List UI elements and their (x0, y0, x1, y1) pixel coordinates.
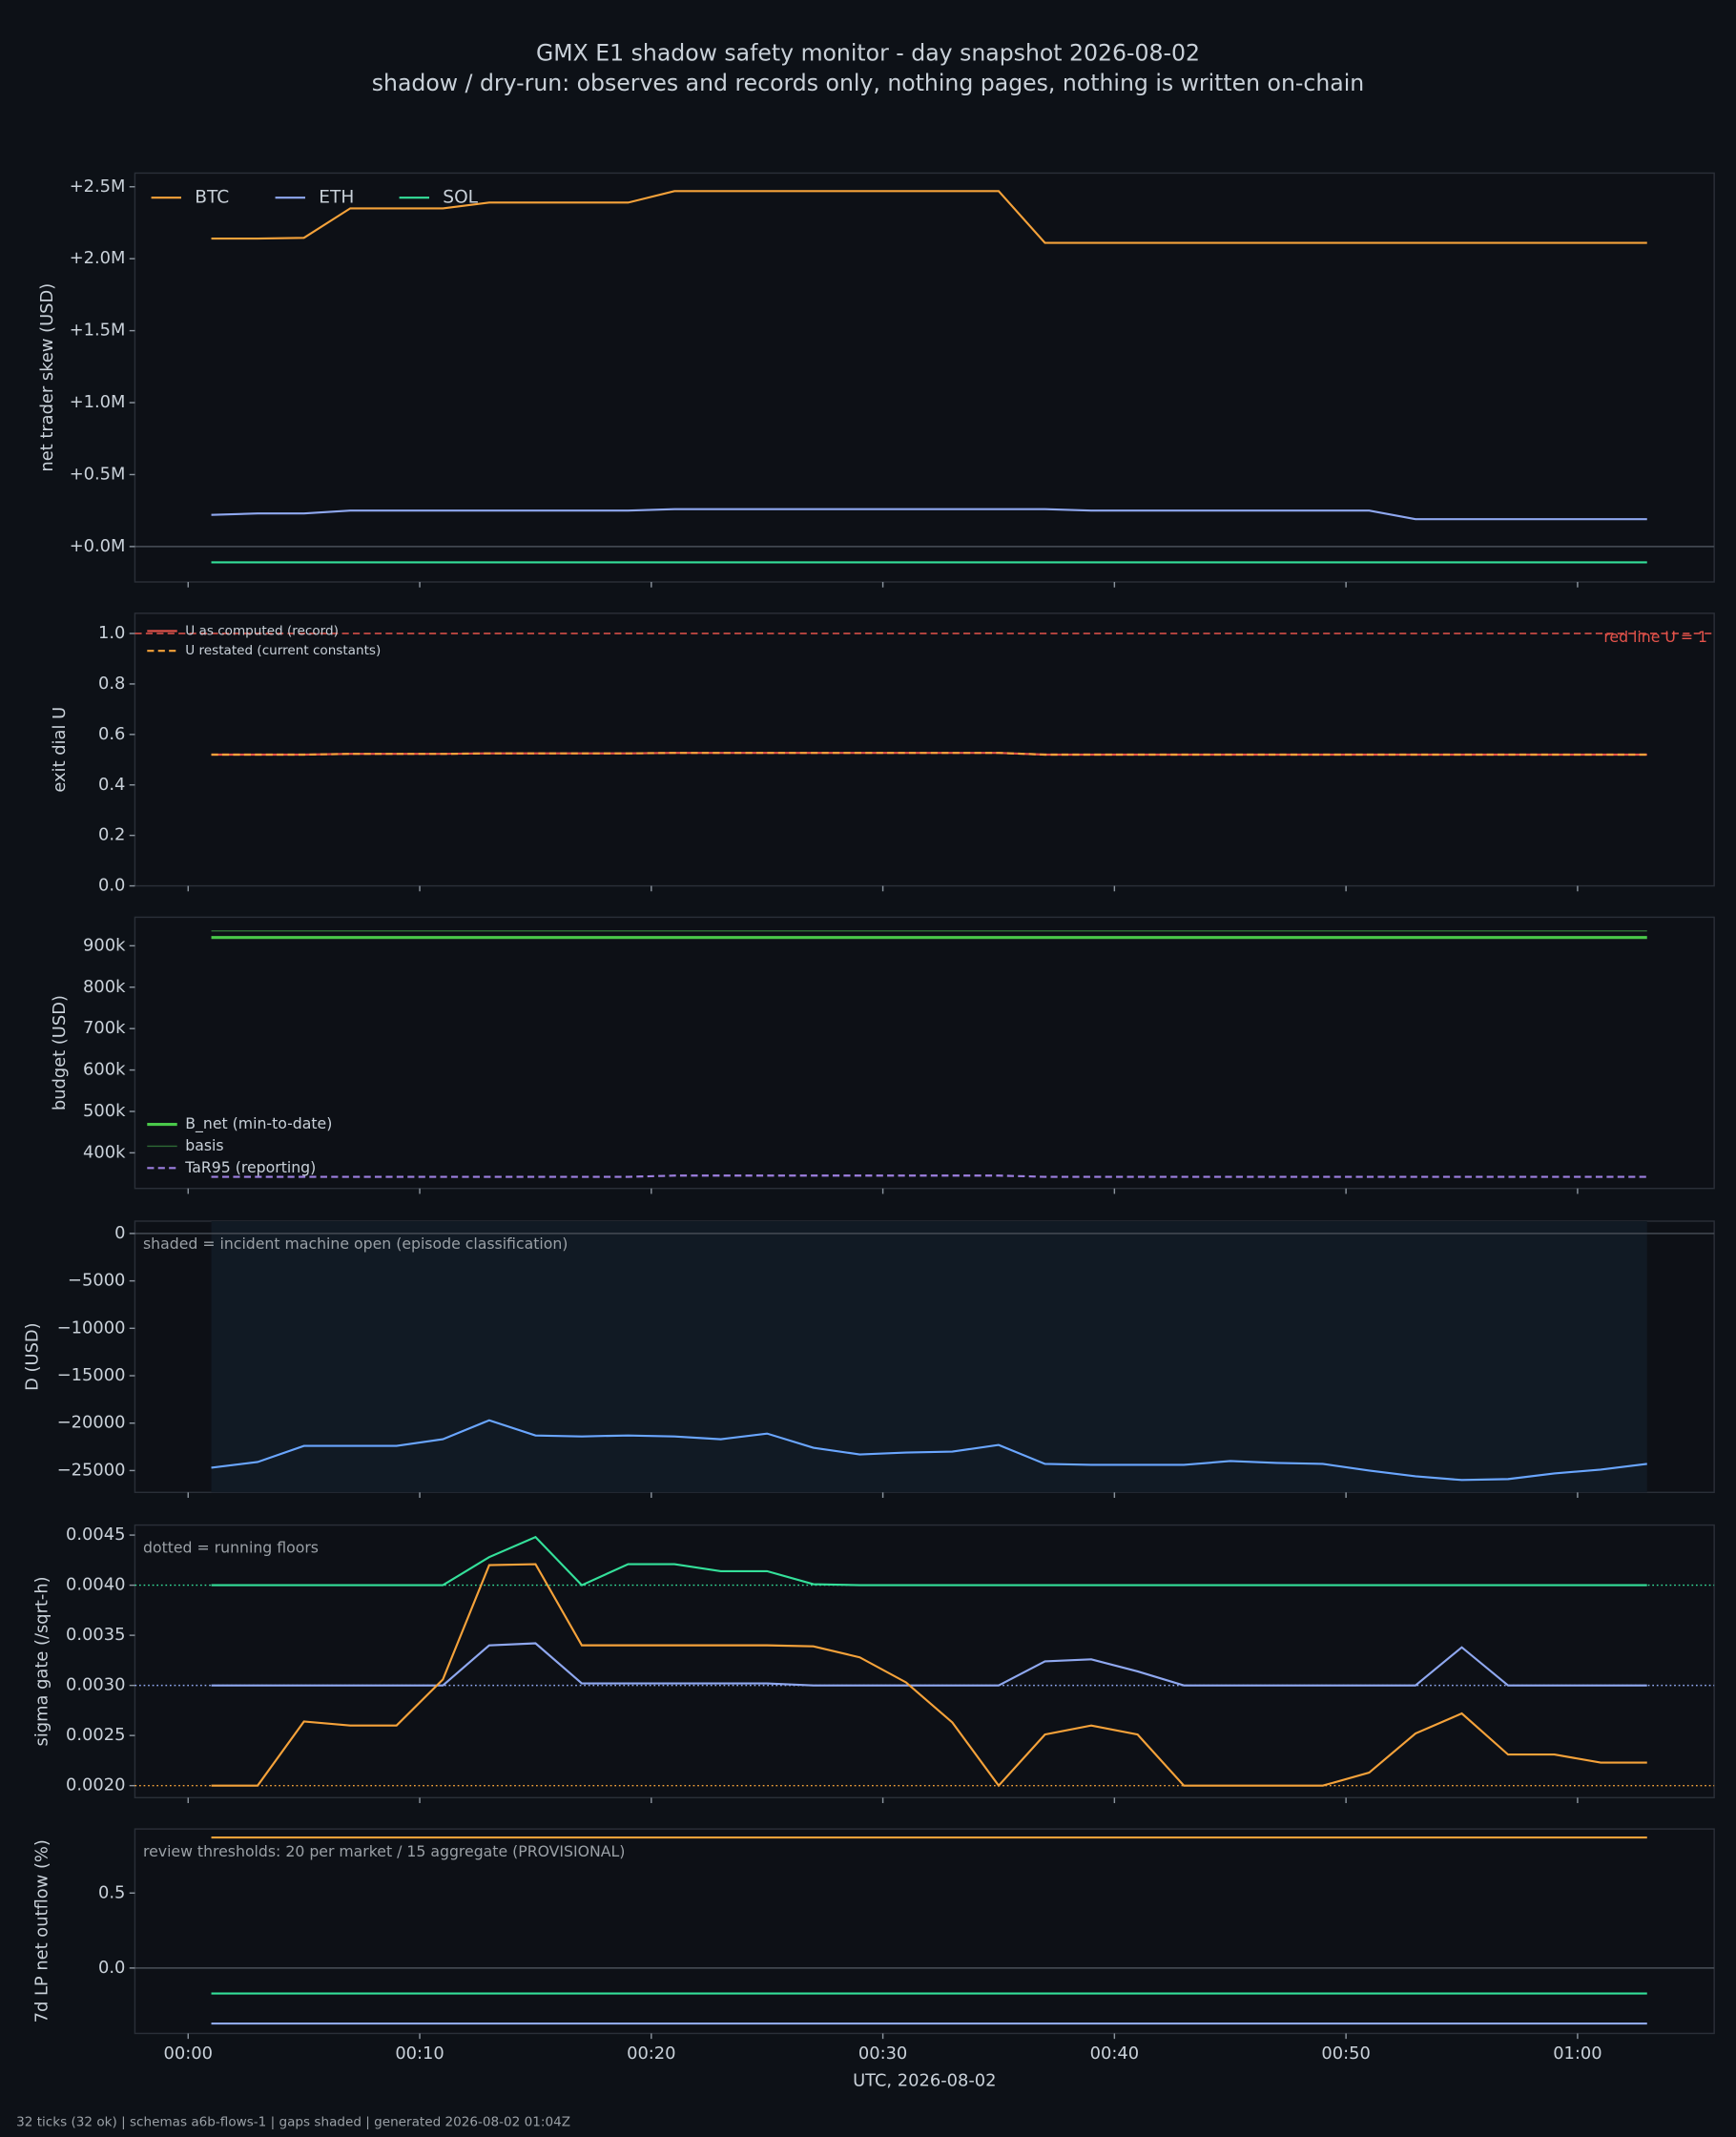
shaded-region (211, 1221, 1647, 1493)
y-tick-label: 0.0 (98, 1958, 125, 1978)
annotation: review thresholds: 20 per market / 15 ag… (143, 1842, 625, 1860)
y-tick-label: +2.5M (70, 176, 126, 197)
y-tick-label: 900k (83, 935, 126, 955)
x-tick-label: 01:00 (1553, 2044, 1602, 2064)
series-line (211, 190, 1647, 244)
y-tick-label: 0 (114, 1223, 125, 1243)
series-line (211, 1642, 1647, 1687)
y-tick-label: +2.0M (70, 248, 126, 268)
y-tick-label: 0.0025 (66, 1725, 125, 1745)
series-line (211, 1563, 1647, 1788)
legend-label: basis (185, 1136, 223, 1154)
y-tick-label: +1.5M (70, 321, 126, 341)
y-axis-label: net trader skew (USD) (37, 283, 57, 472)
y-axis-label: sigma gate (/sqrt-h) (31, 1576, 52, 1746)
y-tick-label: 500k (83, 1101, 126, 1121)
legend-label: SOL (443, 188, 478, 208)
y-tick-label: 0.2 (98, 825, 125, 845)
x-tick-label: 00:20 (627, 2044, 675, 2064)
y-tick-label: 0.5 (98, 1882, 125, 1902)
y-tick-label: 0.0040 (66, 1575, 125, 1595)
y-tick-label: +0.5M (70, 464, 126, 484)
y-axis-label: exit dial U (50, 707, 70, 793)
legend-label: U as computed (record) (185, 623, 339, 638)
series-line (211, 1419, 1647, 1482)
y-tick-label: +0.0M (70, 536, 126, 556)
legend-label: U restated (current constants) (185, 643, 381, 658)
panel (134, 172, 1715, 583)
series-line (211, 752, 1647, 757)
y-tick-label: 0.0045 (66, 1525, 125, 1545)
footer: 32 ticks (32 ok) | schemas a6b-flows-1 |… (16, 2114, 570, 2129)
y-tick-label: 0.0 (98, 876, 125, 896)
y-tick-label: 700k (83, 1018, 126, 1038)
y-tick-label: 400k (83, 1142, 126, 1162)
panel (134, 612, 1715, 887)
y-tick-label: −10000 (57, 1317, 126, 1338)
y-tick-label: −20000 (57, 1413, 126, 1433)
y-tick-label: 0.6 (98, 724, 125, 744)
legend-label: ETH (319, 188, 354, 208)
y-tick-label: −25000 (57, 1460, 126, 1480)
y-tick-label: 0.8 (98, 674, 125, 694)
x-tick-label: 00:40 (1090, 2044, 1139, 2064)
figure-subtitle: shadow / dry-run: observes and records o… (372, 70, 1364, 96)
annotation: dotted = running floors (143, 1538, 319, 1556)
y-tick-label: 0.0035 (66, 1625, 125, 1645)
y-tick-label: 0.0020 (66, 1775, 125, 1795)
legend-label: BTC (195, 188, 229, 208)
panel (134, 1828, 1715, 2035)
panel (134, 916, 1715, 1190)
series-line (211, 508, 1647, 521)
y-tick-label: 0.4 (98, 775, 125, 795)
y-axis-label: budget (USD) (50, 995, 70, 1110)
y-tick-label: −15000 (57, 1365, 126, 1385)
x-tick-label: 00:30 (858, 2044, 907, 2064)
x-tick-label: 00:00 (164, 2044, 213, 2064)
y-tick-label: 1.0 (98, 623, 125, 643)
x-tick-label: 00:50 (1321, 2044, 1370, 2064)
x-tick-label: 00:10 (395, 2044, 444, 2064)
reference-label: red line U = 1 (1603, 628, 1707, 646)
y-axis-label: 7d LP net outflow (%) (31, 1839, 52, 2023)
y-tick-label: −5000 (68, 1271, 125, 1291)
annotation: shaded = incident machine open (episode … (143, 1234, 568, 1253)
y-tick-label: 600k (83, 1060, 126, 1080)
panel (134, 1524, 1715, 1799)
y-tick-label: 800k (83, 977, 126, 997)
y-tick-label: +1.0M (70, 392, 126, 412)
legend-label: B_net (min-to-date) (185, 1114, 332, 1133)
figure-title: GMX E1 shadow safety monitor - day snaps… (536, 40, 1200, 67)
y-tick-label: 0.0030 (66, 1675, 125, 1695)
legend-label: TaR95 (reporting) (184, 1158, 316, 1176)
x-axis-label: UTC, 2026-08-02 (853, 2070, 996, 2090)
y-axis-label: D (USD) (22, 1322, 42, 1390)
series-line (211, 1535, 1647, 1587)
